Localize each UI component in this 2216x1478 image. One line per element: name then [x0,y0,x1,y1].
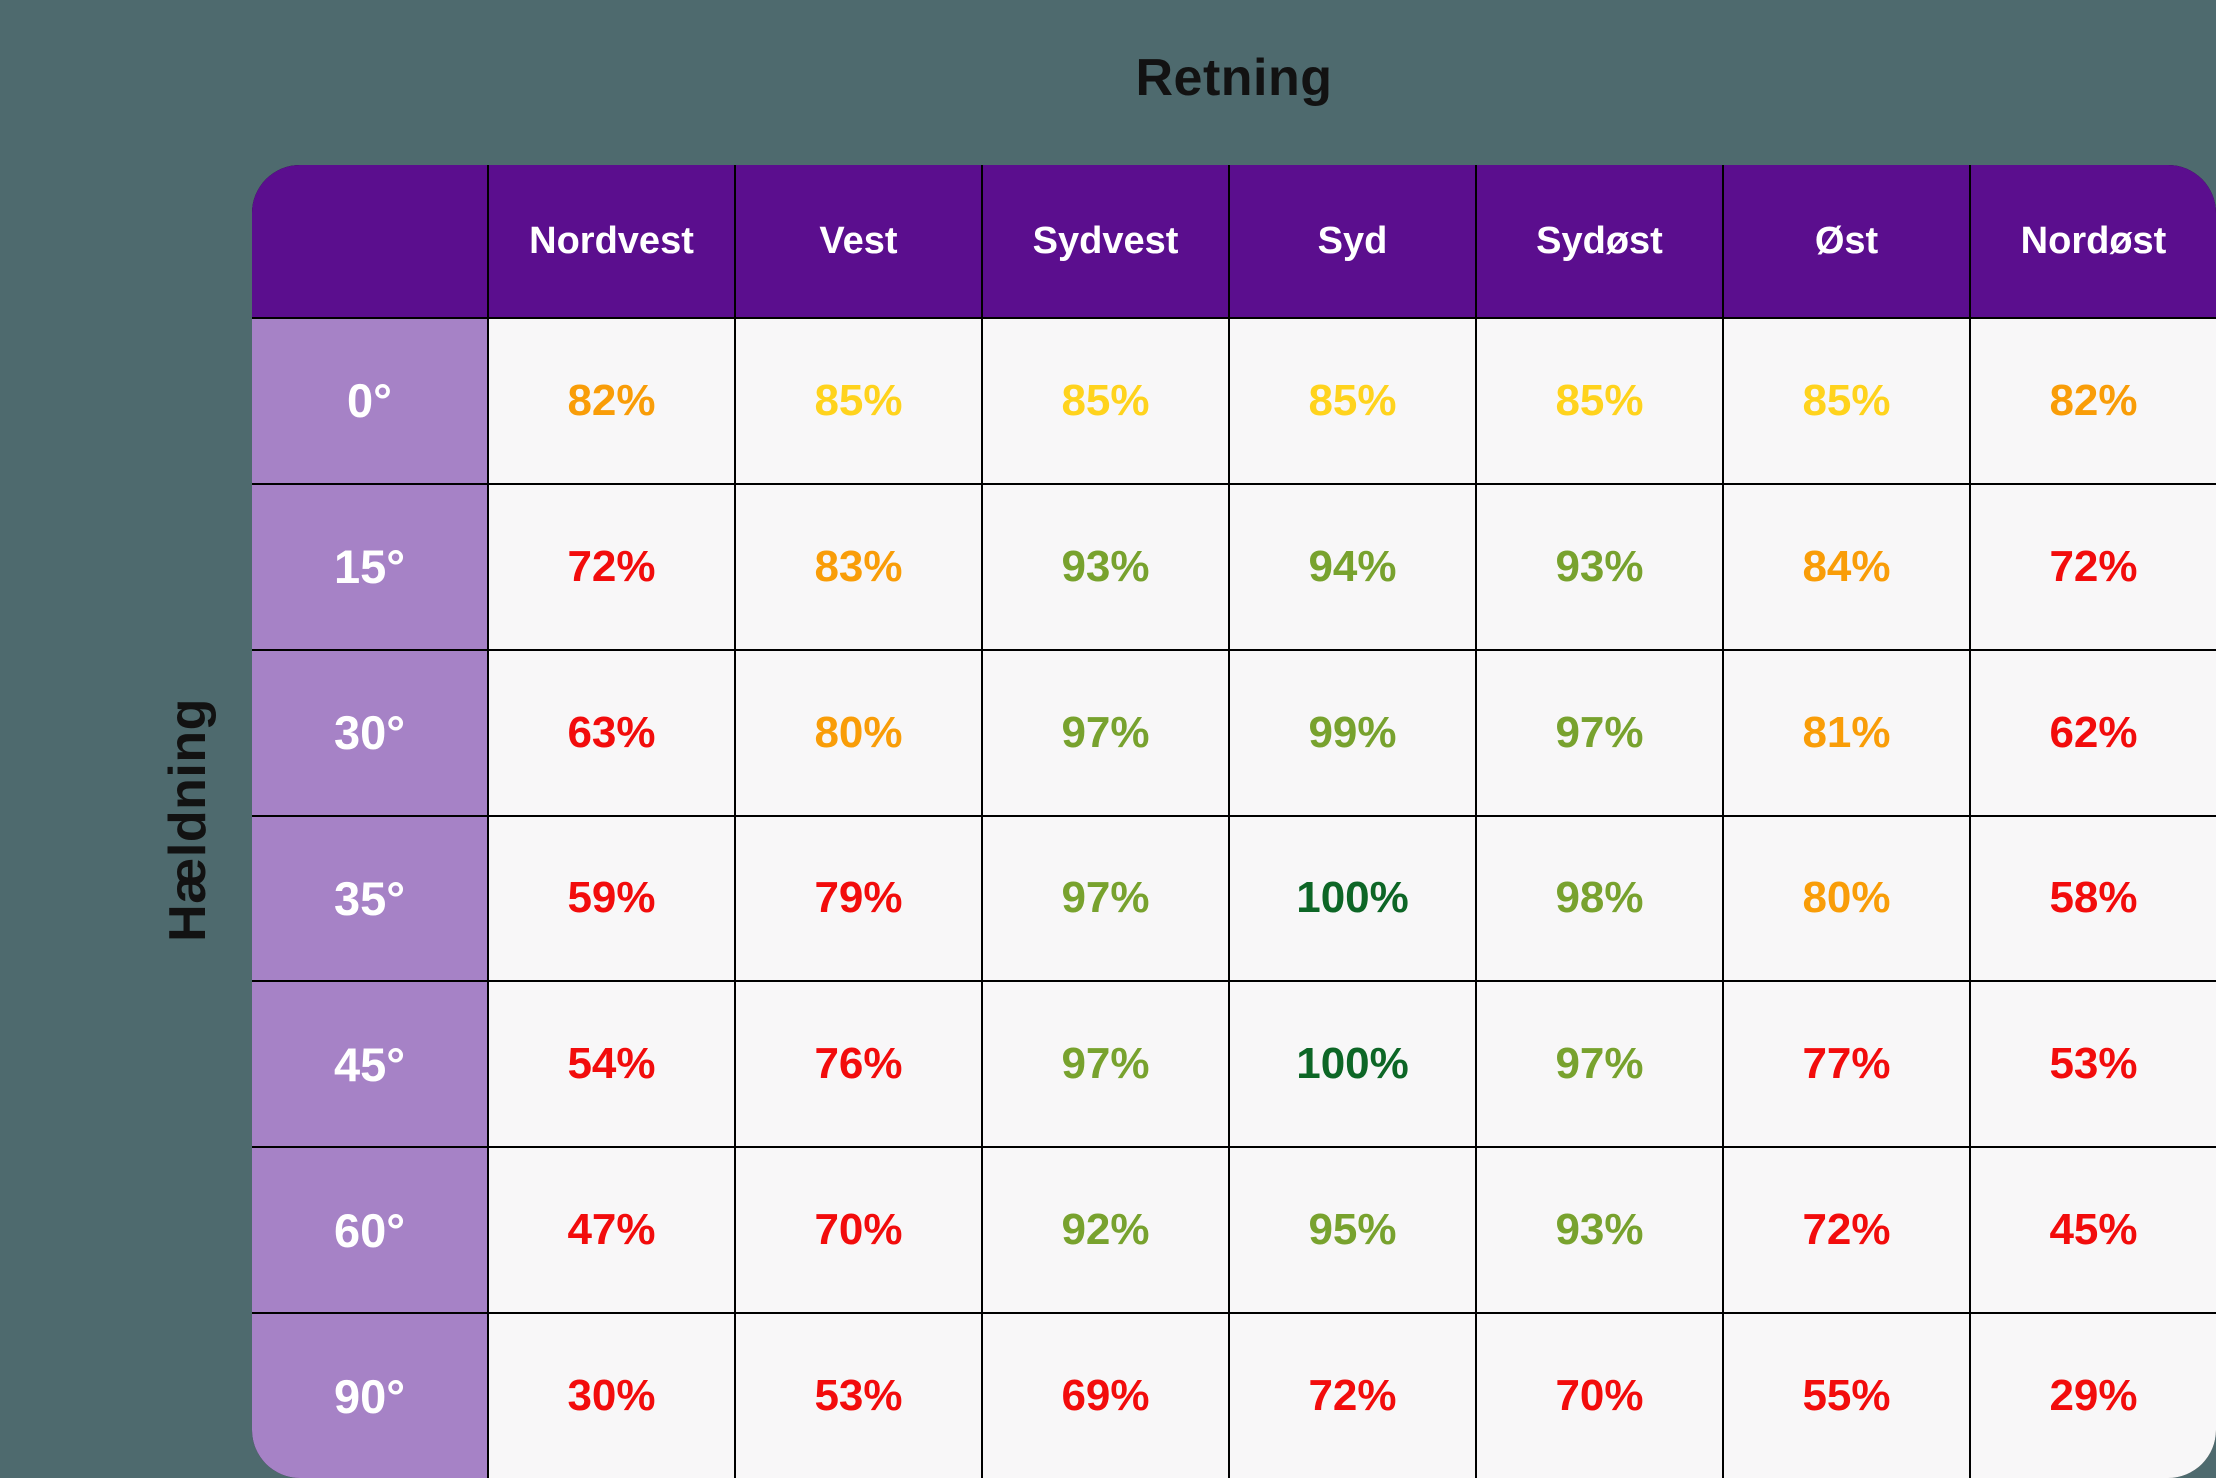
value-cell: 98% [1477,816,1722,981]
value-cell: 97% [1477,982,1722,1147]
column-header: Nordøst [1971,165,2216,317]
value-cell: 47% [489,1148,734,1313]
value-cell: 58% [1971,816,2216,981]
row-header: 60° [252,1148,487,1313]
direction-axis-title: Retning [1135,49,1333,107]
value-cell: 97% [983,816,1228,981]
value-cell: 84% [1724,484,1969,649]
row-header: 90° [252,1314,487,1478]
value-cell: 70% [736,1148,981,1313]
value-cell: 55% [1724,1314,1969,1478]
value-cell: 29% [1971,1314,2216,1478]
value-cell: 72% [489,484,734,649]
value-cell: 100% [1230,816,1475,981]
value-cell: 59% [489,816,734,981]
row-header: 35° [252,816,487,981]
value-cell: 93% [1477,484,1722,649]
value-cell: 53% [736,1314,981,1478]
value-cell: 69% [983,1314,1228,1478]
value-cell: 80% [736,650,981,815]
value-cell: 100% [1230,982,1475,1147]
value-cell: 82% [489,319,734,483]
value-cell: 93% [983,484,1228,649]
value-cell: 85% [983,319,1228,483]
value-cell: 45% [1971,1148,2216,1313]
value-cell: 94% [1230,484,1475,649]
table-corner-cell [252,165,487,317]
value-cell: 97% [1477,650,1722,815]
value-cell: 76% [736,982,981,1147]
value-cell: 85% [1724,319,1969,483]
value-cell: 93% [1477,1148,1722,1313]
value-cell: 62% [1971,650,2216,815]
row-header: 45° [252,982,487,1147]
value-cell: 80% [1724,816,1969,981]
value-cell: 95% [1230,1148,1475,1313]
value-cell: 72% [1230,1314,1475,1478]
row-header: 15° [252,484,487,649]
value-cell: 79% [736,816,981,981]
value-cell: 97% [983,650,1228,815]
value-cell: 85% [1230,319,1475,483]
value-cell: 63% [489,650,734,815]
value-cell: 72% [1971,484,2216,649]
column-header: Sydvest [983,165,1228,317]
value-cell: 83% [736,484,981,649]
value-cell: 53% [1971,982,2216,1147]
column-header: Nordvest [489,165,734,317]
value-cell: 99% [1230,650,1475,815]
value-cell: 54% [489,982,734,1147]
value-cell: 77% [1724,982,1969,1147]
row-header: 30° [252,650,487,815]
column-header: Øst [1724,165,1969,317]
column-header: Syd [1230,165,1475,317]
tilt-axis-title: Hældning [159,698,217,942]
value-cell: 82% [1971,319,2216,483]
column-header: Vest [736,165,981,317]
value-cell: 70% [1477,1314,1722,1478]
value-cell: 85% [1477,319,1722,483]
row-header: 0° [252,319,487,483]
value-cell: 30% [489,1314,734,1478]
column-header: Sydøst [1477,165,1722,317]
value-cell: 81% [1724,650,1969,815]
value-cell: 97% [983,982,1228,1147]
value-cell: 72% [1724,1148,1969,1313]
orientation-tilt-table: Nordvest Vest Sydvest Syd Sydøst Øst Nordøst 0°… [252,165,2216,1478]
value-cell: 92% [983,1148,1228,1313]
value-cell: 85% [736,319,981,483]
